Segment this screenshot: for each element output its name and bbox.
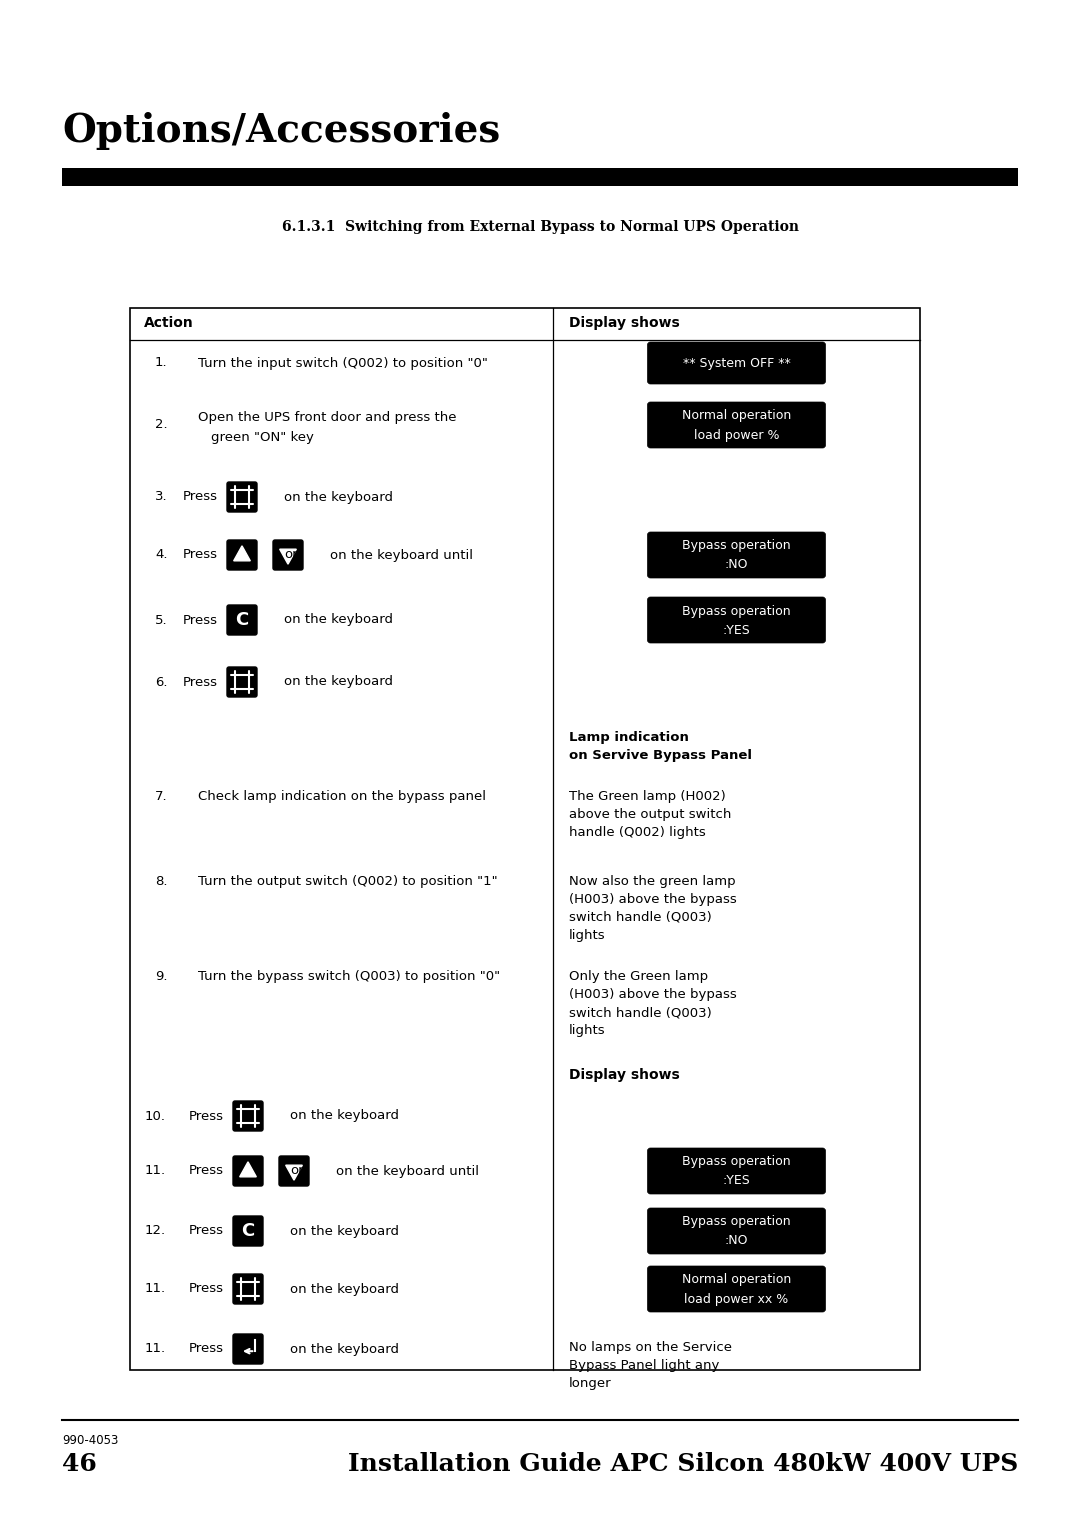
FancyBboxPatch shape [233, 1157, 264, 1186]
Text: Options/Accessories: Options/Accessories [62, 112, 500, 150]
Text: 6.1.3.1  Switching from External Bypass to Normal UPS Operation: 6.1.3.1 Switching from External Bypass t… [282, 220, 798, 234]
Text: :YES: :YES [723, 1175, 751, 1187]
Text: Check lamp indication on the bypass panel: Check lamp indication on the bypass pane… [198, 790, 486, 804]
Text: Lamp indication: Lamp indication [569, 732, 689, 744]
Text: :NO: :NO [725, 1235, 748, 1247]
Text: on the keyboard: on the keyboard [291, 1224, 399, 1238]
Text: or: or [291, 1164, 303, 1178]
Text: 11.: 11. [145, 1343, 166, 1355]
FancyBboxPatch shape [233, 1102, 264, 1131]
FancyBboxPatch shape [227, 539, 257, 570]
FancyBboxPatch shape [233, 1334, 264, 1365]
FancyBboxPatch shape [279, 1157, 309, 1186]
Text: Bypass operation: Bypass operation [683, 1215, 791, 1229]
Text: 2.: 2. [156, 419, 167, 431]
FancyBboxPatch shape [648, 342, 825, 384]
FancyBboxPatch shape [648, 1267, 825, 1313]
Text: 46: 46 [62, 1452, 97, 1476]
Text: No lamps on the Service
Bypass Panel light any
longer: No lamps on the Service Bypass Panel lig… [569, 1342, 732, 1390]
Text: Normal operation: Normal operation [681, 410, 792, 423]
Text: Press: Press [183, 675, 218, 689]
Text: Press: Press [189, 1224, 224, 1238]
FancyBboxPatch shape [648, 402, 825, 448]
Text: Installation Guide APC Silcon 480kW 400V UPS: Installation Guide APC Silcon 480kW 400V… [348, 1452, 1018, 1476]
Bar [130, 309, 920, 1371]
Text: 1.: 1. [156, 356, 167, 370]
Text: Bypass operation: Bypass operation [683, 605, 791, 617]
Text: Press: Press [183, 614, 218, 626]
FancyBboxPatch shape [648, 532, 825, 578]
FancyBboxPatch shape [233, 1274, 264, 1303]
Text: 6.: 6. [156, 675, 167, 689]
Text: on the keyboard: on the keyboard [284, 490, 393, 504]
Text: C: C [241, 1222, 255, 1241]
Text: Press: Press [189, 1343, 224, 1355]
Text: 9.: 9. [156, 970, 167, 983]
Bar [62, 168, 1018, 186]
Text: green "ON" key: green "ON" key [211, 431, 314, 443]
Text: Bypass operation: Bypass operation [683, 539, 791, 553]
Text: Press: Press [189, 1109, 224, 1123]
Text: :YES: :YES [723, 623, 751, 637]
Text: 11.: 11. [145, 1164, 166, 1178]
FancyBboxPatch shape [227, 605, 257, 636]
Text: Turn the input switch (Q002) to position "0": Turn the input switch (Q002) to position… [198, 356, 488, 370]
Text: 8.: 8. [156, 876, 167, 888]
Polygon shape [286, 1166, 302, 1180]
FancyBboxPatch shape [233, 1216, 264, 1245]
Text: Press: Press [183, 490, 218, 504]
Text: Action: Action [144, 316, 193, 330]
Text: Normal operation: Normal operation [681, 1273, 792, 1287]
FancyBboxPatch shape [648, 1209, 825, 1254]
Text: 3.: 3. [156, 490, 167, 504]
Text: 10.: 10. [145, 1109, 166, 1123]
Text: Display shows: Display shows [569, 1068, 679, 1082]
Text: Display shows: Display shows [569, 316, 679, 330]
Text: :NO: :NO [725, 559, 748, 571]
Text: on the keyboard: on the keyboard [291, 1343, 399, 1355]
Text: C: C [235, 611, 248, 630]
FancyBboxPatch shape [648, 1148, 825, 1193]
Text: 5.: 5. [156, 614, 167, 626]
Text: 4.: 4. [156, 549, 167, 561]
Text: Turn the bypass switch (Q003) to position "0": Turn the bypass switch (Q003) to positio… [198, 970, 500, 983]
Polygon shape [240, 1161, 256, 1177]
Text: Press: Press [189, 1164, 224, 1178]
Polygon shape [280, 549, 296, 564]
Text: on the keyboard until: on the keyboard until [336, 1164, 480, 1178]
Text: on the keyboard until: on the keyboard until [330, 549, 473, 561]
Text: Press: Press [183, 549, 218, 561]
Text: 12.: 12. [145, 1224, 166, 1238]
Text: 11.: 11. [145, 1282, 166, 1296]
Text: 7.: 7. [156, 790, 167, 804]
Text: on the keyboard: on the keyboard [291, 1282, 399, 1296]
Text: 990-4053: 990-4053 [62, 1433, 119, 1447]
Text: load power %: load power % [693, 428, 780, 442]
Text: load power xx %: load power xx % [685, 1293, 788, 1305]
Text: on Servive Bypass Panel: on Servive Bypass Panel [569, 750, 752, 762]
Text: ** System OFF **: ** System OFF ** [683, 356, 791, 370]
FancyBboxPatch shape [648, 597, 825, 643]
Text: Press: Press [189, 1282, 224, 1296]
Text: Open the UPS front door and press the: Open the UPS front door and press the [198, 411, 457, 423]
FancyBboxPatch shape [227, 481, 257, 512]
Text: or: or [284, 549, 298, 561]
FancyBboxPatch shape [227, 668, 257, 697]
FancyBboxPatch shape [273, 539, 303, 570]
Text: Turn the output switch (Q002) to position "1": Turn the output switch (Q002) to positio… [198, 876, 498, 888]
Text: on the keyboard: on the keyboard [284, 675, 393, 689]
Text: Now also the green lamp
(H003) above the bypass
switch handle (Q003)
lights: Now also the green lamp (H003) above the… [569, 876, 737, 941]
Polygon shape [233, 545, 251, 561]
Text: Only the Green lamp
(H003) above the bypass
switch handle (Q003)
lights: Only the Green lamp (H003) above the byp… [569, 970, 737, 1038]
Text: The Green lamp (H002)
above the output switch
handle (Q002) lights: The Green lamp (H002) above the output s… [569, 790, 731, 839]
Text: on the keyboard: on the keyboard [291, 1109, 399, 1123]
Text: Bypass operation: Bypass operation [683, 1155, 791, 1169]
Text: on the keyboard: on the keyboard [284, 614, 393, 626]
